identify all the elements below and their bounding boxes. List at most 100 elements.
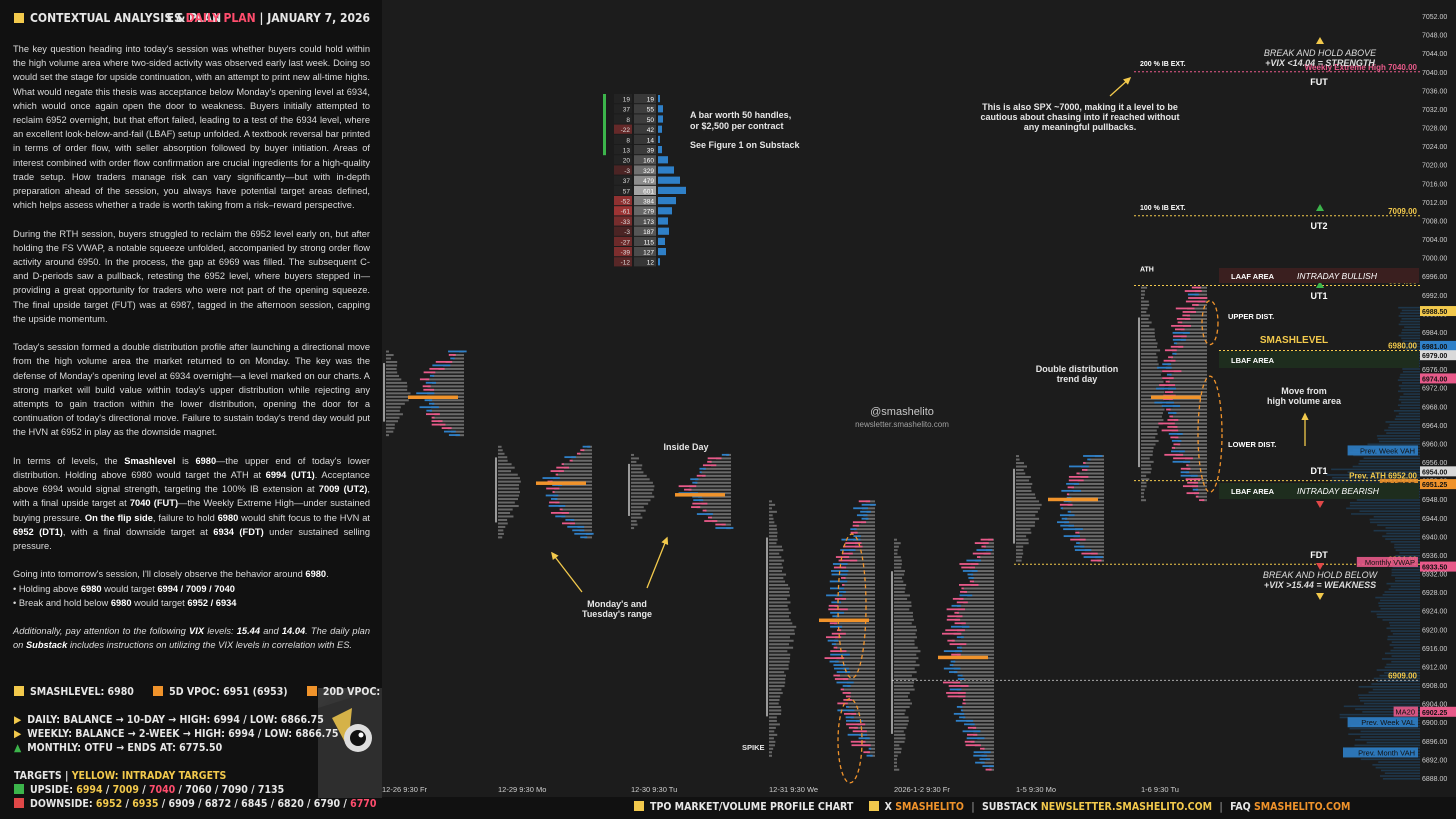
hvn-bar xyxy=(1376,435,1420,437)
delta-bar xyxy=(692,502,708,505)
delta-bar xyxy=(1171,450,1185,453)
tpo-letters xyxy=(1141,321,1152,324)
hvn-bar xyxy=(1358,697,1420,699)
weekly-row: ▶ WEEKLY: BALANCE → 2-WEEK → HIGH: 6994 /… xyxy=(14,728,339,740)
tpo-letters xyxy=(386,378,402,381)
delta-bar xyxy=(956,705,963,708)
tpo-letters xyxy=(498,491,521,494)
volume-bar xyxy=(835,646,875,649)
delta-bar xyxy=(1161,429,1179,432)
tpo-letters xyxy=(1141,293,1145,296)
hvn-bar xyxy=(1359,460,1420,462)
volume-bar xyxy=(1179,450,1207,453)
volume-bar xyxy=(966,719,994,722)
delta-bar xyxy=(1195,495,1199,498)
volume-bar xyxy=(847,705,875,708)
lbaf-zone-top xyxy=(1219,351,1419,368)
delta-bar xyxy=(1186,492,1199,495)
delta-bar xyxy=(431,416,435,419)
hvn-bar xyxy=(1378,761,1420,763)
tpo-letters xyxy=(631,495,655,498)
footprint-right-cell xyxy=(634,104,656,114)
faq-link[interactable]: SMASHELITO.COM xyxy=(1253,801,1351,813)
delta-bar xyxy=(678,485,697,488)
tpo-letters xyxy=(1141,311,1147,314)
hvn-bar xyxy=(1387,635,1420,638)
hvn-bar xyxy=(1398,334,1420,337)
delta-bar xyxy=(1180,467,1191,470)
volume-bar xyxy=(959,643,994,646)
date: JANUARY 7, 2026 xyxy=(267,11,370,25)
volume-bar xyxy=(953,660,994,663)
tpo-letters xyxy=(1141,338,1156,341)
tpo-letters xyxy=(769,524,777,527)
delta-bar xyxy=(1057,521,1069,524)
tpo-letters xyxy=(769,737,774,740)
tpo-letters xyxy=(769,507,772,510)
delta-bar xyxy=(838,590,846,593)
hvn-bar xyxy=(1366,741,1420,744)
poc-bar xyxy=(819,618,869,623)
footprint-volume-bar xyxy=(658,166,674,174)
volume-bar xyxy=(555,501,592,504)
delta-bar xyxy=(1156,387,1176,390)
substack-link[interactable]: NEWSLETTER.SMASHELITO.COM xyxy=(1040,801,1213,813)
tpo-letters xyxy=(1141,422,1163,425)
arrow-to-monday-head xyxy=(551,551,559,561)
tpo-letters xyxy=(769,611,791,614)
volume-bar xyxy=(865,517,875,520)
delta-bar xyxy=(552,484,562,486)
volume-bar xyxy=(1190,474,1207,477)
delta-bar xyxy=(1166,408,1171,411)
footprint-volume-bar xyxy=(658,217,668,225)
dt1-label: DT1 xyxy=(1310,466,1327,476)
delta-bar xyxy=(422,385,431,388)
hvn-bar xyxy=(1401,318,1420,320)
volume-bar xyxy=(970,573,994,576)
delta-bar xyxy=(946,692,966,694)
delta-bar xyxy=(835,556,850,558)
tpo-letters xyxy=(498,480,521,483)
tpo-chart[interactable]: 200 % IB EXT. Weekly Extreme High 7040.00… xyxy=(382,0,1456,819)
delta-bar xyxy=(550,498,558,500)
volume-bar xyxy=(451,430,464,433)
delta-bar xyxy=(847,733,868,736)
delta-bar xyxy=(833,674,840,677)
hvn-bar xyxy=(1351,513,1420,515)
hvn-bar xyxy=(1382,594,1420,596)
tpo-letters xyxy=(386,385,408,388)
delta-bar xyxy=(860,510,871,513)
volume-bar xyxy=(859,733,875,736)
tpo-letters xyxy=(498,445,502,448)
volume-bar xyxy=(1069,510,1104,513)
delta-bar xyxy=(951,604,961,607)
tpo-letters xyxy=(1141,377,1163,380)
volume-bar xyxy=(842,667,875,670)
tpo-letters xyxy=(386,423,395,426)
delta-bar xyxy=(443,430,456,433)
delta-bar xyxy=(1060,524,1075,527)
yellow-square-icon xyxy=(868,801,879,811)
volume-bar xyxy=(854,531,875,534)
vpoc5-icon xyxy=(153,686,164,696)
volume-bar xyxy=(699,499,731,502)
volume-bar xyxy=(841,566,875,569)
delta-bar xyxy=(690,478,699,481)
price-tick-label: 7016.00 xyxy=(1422,181,1447,188)
hvn-bar xyxy=(1348,733,1420,735)
upside-targets: UPSIDE: 6994 / 7009 / 7040 / 7060 / 7090… xyxy=(14,783,374,797)
delta-bar xyxy=(943,667,961,670)
tpo-letters xyxy=(1016,496,1036,499)
volume-bar xyxy=(953,681,994,684)
bar-note-1: A bar worth 50 handles, xyxy=(690,110,791,120)
tpo-letters xyxy=(1141,436,1156,439)
footprint-right-value: 127 xyxy=(643,250,654,257)
tpo-letters xyxy=(769,643,790,646)
volume-bar xyxy=(982,747,994,750)
volume-bar xyxy=(1197,495,1207,498)
delta-bar xyxy=(966,737,985,740)
volume-bar xyxy=(954,650,994,653)
x-handle-link[interactable]: SMASHELITO xyxy=(895,801,964,813)
footprint-left-cell xyxy=(614,236,632,246)
hvn-bar xyxy=(1378,440,1420,443)
